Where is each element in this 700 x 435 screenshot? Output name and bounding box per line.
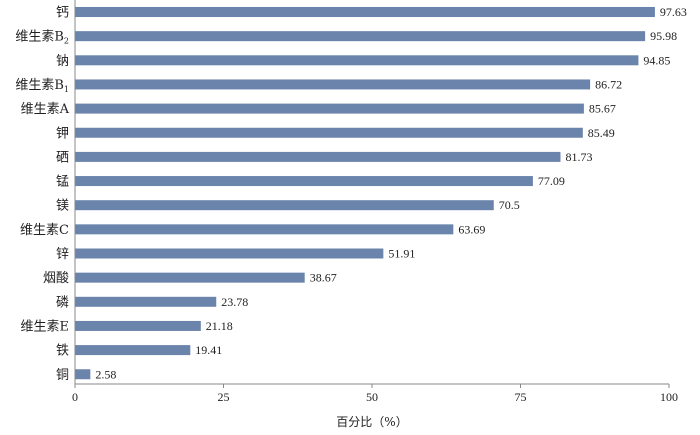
data-label: 85.49 — [588, 126, 615, 140]
x-tick-label: 100 — [660, 390, 678, 404]
x-axis-title: 百分比（%） — [336, 415, 407, 429]
data-label: 38.67 — [310, 271, 337, 285]
bar — [75, 248, 384, 259]
bar — [75, 176, 533, 187]
data-label: 85.67 — [589, 102, 616, 116]
category-label: 锌 — [56, 247, 69, 262]
data-label: 21.18 — [206, 319, 233, 333]
data-label: 63.69 — [458, 222, 485, 236]
bar — [75, 31, 646, 42]
category-label: 维生素A — [21, 102, 70, 117]
category-label: 锰 — [56, 175, 69, 190]
data-label: 23.78 — [221, 295, 248, 309]
x-tick-label: 25 — [218, 390, 230, 404]
category-label: 钠 — [56, 54, 69, 69]
bar — [75, 127, 583, 138]
bar — [75, 200, 494, 211]
category-label: 维生素E — [21, 319, 70, 334]
bar — [75, 224, 454, 235]
category-label: 硒 — [56, 150, 69, 165]
data-label: 81.73 — [565, 150, 592, 164]
x-axis-ticks: 0 25 50 75 100 — [72, 384, 678, 404]
x-tick-label: 0 — [72, 390, 78, 404]
data-labels: 97.63 95.98 94.85 86.72 85.67 85.49 81.7377.09… — [95, 5, 687, 381]
bar — [75, 7, 655, 17]
bar — [75, 55, 639, 66]
category-label: 钾 — [56, 126, 69, 141]
category-label: 铜 — [56, 368, 69, 383]
category-label: 钙 — [56, 6, 69, 21]
bar — [75, 272, 305, 283]
category-label: 铁 — [56, 344, 69, 359]
data-label: 97.63 — [660, 5, 687, 19]
data-label: 95.98 — [650, 29, 677, 43]
data-label: 86.72 — [595, 77, 622, 91]
bar — [75, 296, 217, 307]
category-label: 维生素B2 — [15, 30, 69, 46]
bar — [75, 151, 561, 162]
data-label: 2.58 — [95, 367, 116, 381]
bar — [75, 103, 584, 114]
data-label: 51.91 — [388, 247, 415, 261]
bars-group — [75, 7, 655, 380]
bar — [75, 369, 91, 380]
data-label: 94.85 — [643, 53, 670, 67]
x-tick-label: 75 — [515, 390, 527, 404]
category-label: 维生素B1 — [15, 78, 69, 94]
category-label: 烟酸 — [43, 271, 69, 286]
category-label: 磷 — [56, 295, 69, 310]
x-tick-label: 50 — [366, 390, 378, 404]
data-label: 19.41 — [195, 343, 222, 357]
data-label: 77.09 — [538, 174, 565, 188]
bar — [75, 320, 201, 331]
category-label: 维生素C — [20, 223, 69, 238]
category-label: 镁 — [56, 199, 69, 214]
data-label: 70.5 — [499, 198, 520, 212]
bar — [75, 79, 591, 90]
bar — [75, 345, 191, 356]
